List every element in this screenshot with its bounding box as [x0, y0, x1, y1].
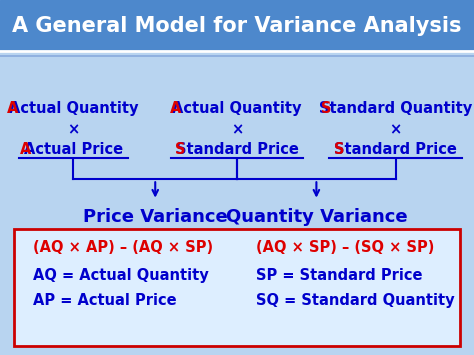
Text: (AQ × SP) – (SQ × SP): (AQ × SP) – (SQ × SP): [256, 240, 434, 255]
FancyBboxPatch shape: [14, 229, 460, 346]
Bar: [0, 0, 474, 51]
Text: (AQ × AP) – (AQ × SP): (AQ × AP) – (AQ × SP): [33, 240, 213, 255]
Text: A: A: [20, 142, 31, 157]
Text: A: A: [7, 101, 18, 116]
Text: A: A: [170, 101, 182, 116]
Text: SP = Standard P​rice: SP = Standard P​rice: [256, 268, 422, 283]
Text: A General Model for Variance Analysis: A General Model for Variance Analysis: [12, 16, 462, 36]
Text: Actual Quantity: Actual Quantity: [172, 101, 302, 116]
Text: Standard Price: Standard Price: [175, 142, 299, 157]
Text: AQ = Actual Quantity: AQ = Actual Quantity: [33, 268, 209, 283]
Text: ×: ×: [231, 122, 243, 137]
Text: Actual Quantity: Actual Quantity: [9, 101, 138, 116]
Text: Standard Price: Standard Price: [334, 142, 457, 157]
Text: SQ = Standard Quantity: SQ = Standard Quantity: [256, 293, 455, 308]
Text: Standard Quantity: Standard Quantity: [319, 101, 473, 116]
Text: S: S: [334, 142, 345, 157]
Text: ×: ×: [390, 122, 402, 137]
Text: Actual Price: Actual Price: [24, 142, 123, 157]
Text: Quantity Variance: Quantity Variance: [226, 208, 407, 226]
Text: S: S: [175, 142, 186, 157]
Text: Price Variance: Price Variance: [83, 208, 228, 226]
Text: ×: ×: [67, 122, 80, 137]
Text: AP = Actual Price: AP = Actual Price: [33, 293, 177, 308]
Text: S: S: [321, 101, 331, 116]
